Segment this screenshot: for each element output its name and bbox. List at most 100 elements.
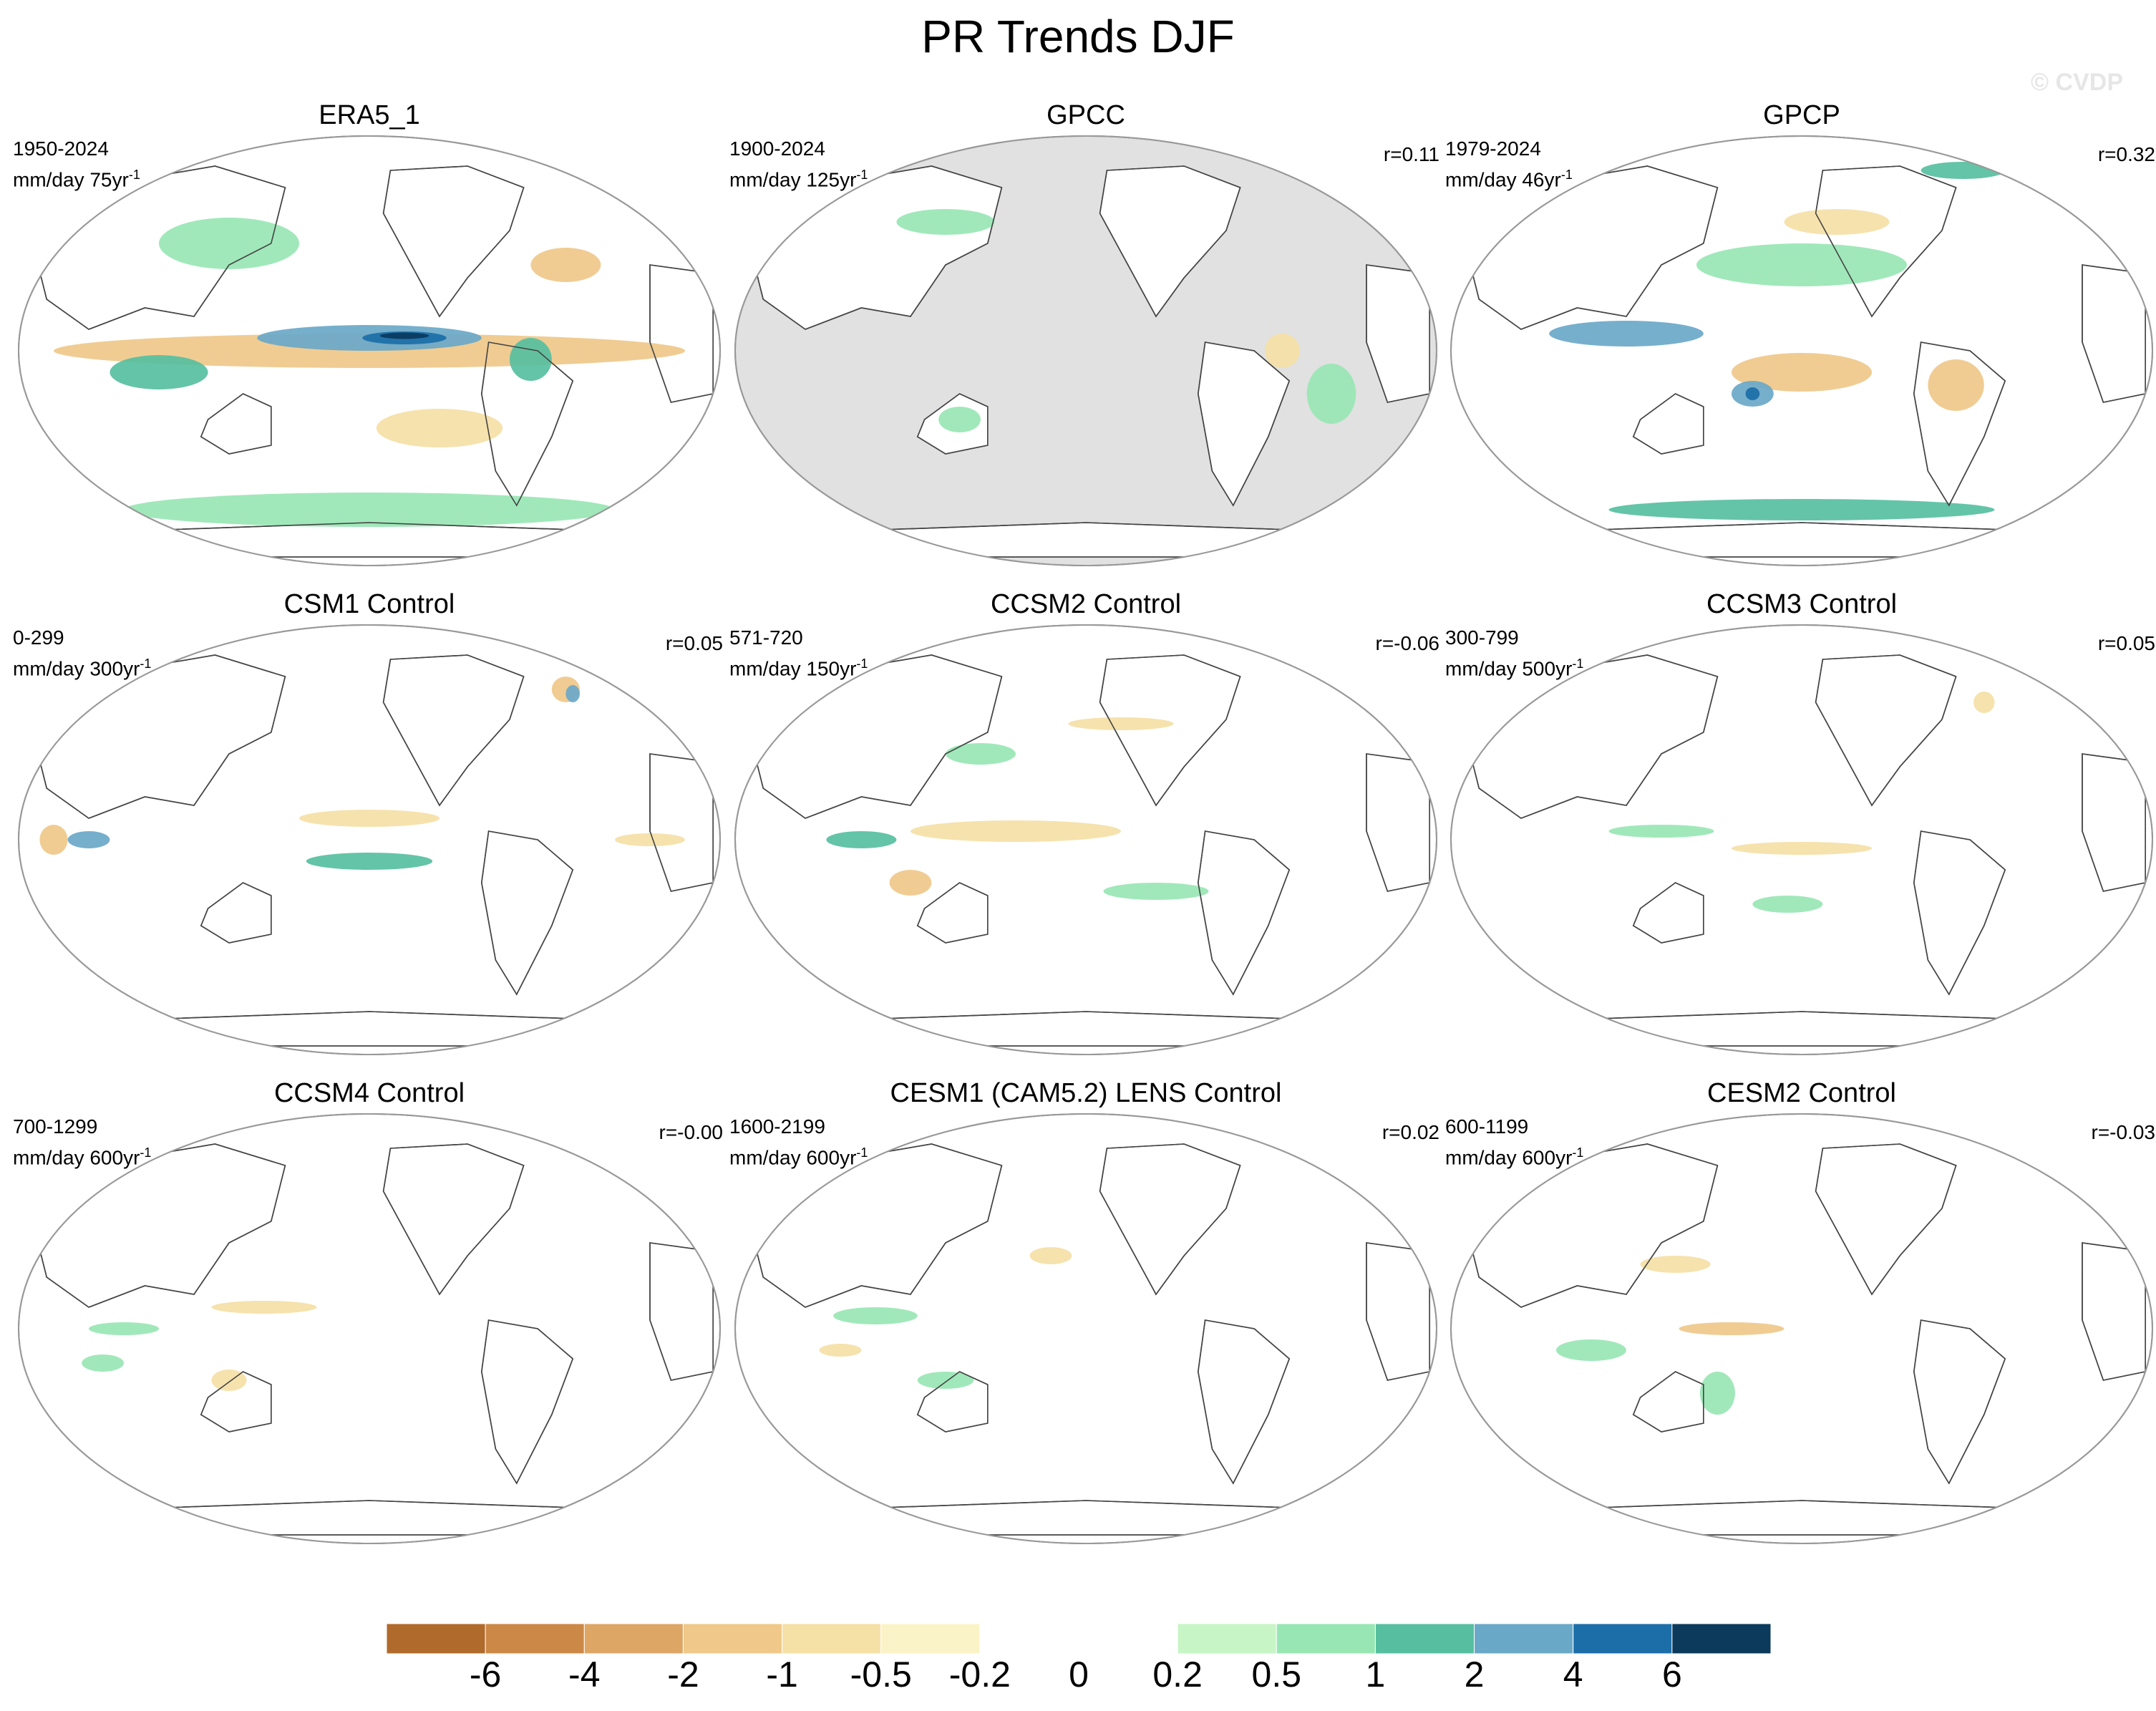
trend-region [1608,825,1714,838]
map-panel: GPCC 1900-2024 mm/day 125yr-1 r=0.11 [728,100,1444,594]
map-svg [18,1113,721,1544]
coastline [382,165,525,318]
colorbar-box [1573,1624,1673,1654]
colorbar-box [782,1624,882,1654]
panel-units: mm/day 500yr-1 [1445,656,1584,680]
coastline [916,393,989,455]
panel-title: CESM2 Control [1707,1078,1896,1108]
coastline [200,393,272,455]
colorbar-tick-label: 4 [1563,1654,1583,1695]
panel-period: 300-799 [1445,626,1519,649]
trend-region [565,685,580,702]
map-border [18,624,721,1055]
panel-title: ERA5_1 [319,100,420,130]
colorbar-tick-label: 2 [1464,1654,1485,1695]
trend-region [826,831,897,848]
figure-title: PR Trends DJF [921,11,1235,62]
trend-region [1068,717,1174,730]
trend-region [1264,334,1300,368]
map-svg [734,624,1437,1055]
trend-region [110,355,208,389]
trend-region [917,1372,974,1389]
trend-region [1784,209,1890,235]
coastline [480,1319,574,1485]
coastline [1913,341,2006,507]
map-svg [1450,1113,2153,1544]
trend-region [833,1307,918,1324]
trend-region [1306,364,1356,424]
trend-region [124,493,615,527]
trend-region [819,1344,862,1357]
panel-title: CCSM2 Control [990,589,1182,619]
trend-region [896,209,995,235]
trend-region [89,1322,159,1335]
panel-period: 0-299 [13,626,64,649]
colorbar-tick-label: -1 [766,1654,798,1695]
coastline [1099,654,1241,807]
coastline [1632,393,1704,455]
colorbar-tick-label: -4 [568,1654,601,1695]
panel-units: mm/day 300yr-1 [13,656,152,680]
map-svg [1450,135,2153,566]
trend-region [376,409,503,447]
trend-region [211,1301,317,1314]
coastline [480,830,574,996]
map-svg [1450,624,2153,1055]
colorbar-tick-label: 0 [1069,1654,1089,1695]
panel-units: mm/day 150yr-1 [729,656,868,680]
map-svg [18,624,721,1055]
trend-region [938,407,981,432]
map-panel: CCSM4 Control 700-1299 mm/day 600yr-1 r=-0.… [11,1078,727,1572]
colorbar-box [979,1624,1079,1654]
panel-correlation: r=0.32 [2097,143,2155,165]
colorbar-box [485,1624,585,1654]
panel-title: CESM1 (CAM5.2) LENS Control [890,1078,1282,1108]
watermark: © CVDP [2031,69,2123,96]
panel-title: GPCP [1763,100,1840,130]
trend-region [1699,1372,1735,1415]
panel-units: mm/day 600yr-1 [729,1145,868,1169]
map-panel: CCSM2 Control 571-720 mm/day 150yr-1 r=-0.0… [728,589,1444,1083]
map-svg [18,135,721,566]
colorbar-box [387,1624,486,1654]
colorbar-box [682,1624,783,1654]
trend-region [1745,387,1760,400]
panel-title: CCSM3 Control [1706,589,1898,619]
panel-units: mm/day 600yr-1 [1445,1145,1584,1169]
colorbar-box [1474,1624,1574,1654]
trend-region [1556,1339,1626,1361]
colorbar-tick-label: -0.5 [850,1654,912,1695]
panel-correlation: r=0.05 [665,632,723,654]
trend-region [1549,321,1704,346]
map-panel: GPCP 1979-2024 mm/day 46yr-1 r=0.32 [1444,100,2156,594]
colorbar-tick-label: -0.2 [948,1654,1011,1695]
coastline [1815,165,1957,318]
trend-region [67,831,110,848]
map-border [1450,1113,2153,1544]
map-panel: CESM2 Control 600-1199 mm/day 600yr-1 r=-0.… [1444,1078,2156,1572]
coastline [200,1371,272,1433]
coastline [1913,1319,2006,1485]
panel-title: CCSM4 Control [273,1078,465,1108]
trend-region [530,248,601,282]
panel-period: 1600-2199 [729,1115,825,1138]
panel-correlation: r=0.11 [1383,143,1439,165]
trend-region [306,853,433,870]
coastline [382,654,525,807]
colorbar-tick-label: 0.2 [1152,1654,1203,1695]
colorbar-box [1276,1624,1376,1654]
coastline [916,1371,989,1433]
panel-correlation: r=0.02 [1382,1121,1439,1143]
coastline [1913,830,2006,996]
colorbar-box [1671,1624,1771,1654]
panel-correlation: r=-0.03 [2091,1121,2156,1143]
trend-region [1732,353,1872,392]
colorbar-box [1177,1624,1277,1654]
colorbar-box [583,1624,684,1654]
map-border [1450,624,2153,1055]
trend-region [510,338,552,381]
coastline [1099,165,1241,318]
map-border [734,1113,1437,1544]
colorbar-box [880,1624,981,1654]
colorbar-tick-label: -2 [667,1654,699,1695]
